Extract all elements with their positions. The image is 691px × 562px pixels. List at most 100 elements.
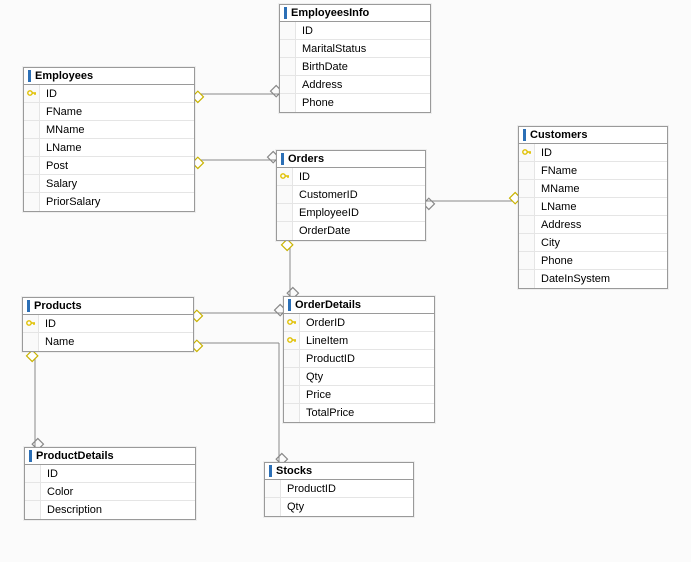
table-title: EmployeesInfo (291, 7, 369, 19)
key-cell-empty (24, 175, 40, 192)
table-column[interactable]: OrderDate (277, 222, 425, 240)
table-header[interactable]: Products (23, 298, 193, 315)
key-cell-empty (519, 234, 535, 251)
key-cell-empty (280, 22, 296, 39)
table-column[interactable]: EmployeeID (277, 204, 425, 222)
table-customers[interactable]: CustomersID FName MName LName Address City Pho… (518, 126, 668, 289)
column-label: CustomerID (299, 189, 358, 201)
table-column[interactable]: LineItem (284, 332, 434, 350)
key-cell-empty (284, 368, 300, 385)
table-column[interactable]: Qty (284, 368, 434, 386)
table-column[interactable]: BirthDate (280, 58, 430, 76)
primary-key-icon (277, 168, 293, 185)
table-column[interactable]: Address (519, 216, 667, 234)
table-header[interactable]: ProductDetails (25, 448, 195, 465)
key-cell-empty (277, 222, 293, 240)
table-header[interactable]: Stocks (265, 463, 413, 480)
table-column[interactable]: Phone (519, 252, 667, 270)
column-label: LineItem (306, 335, 348, 347)
key-cell-empty (519, 162, 535, 179)
column-label: FName (46, 106, 82, 118)
header-bar-icon (523, 129, 526, 141)
key-cell-empty (24, 121, 40, 138)
key-cell-empty (265, 480, 281, 497)
table-column[interactable]: ID (280, 22, 430, 40)
table-column[interactable]: Price (284, 386, 434, 404)
table-column[interactable]: City (519, 234, 667, 252)
column-label: ID (47, 468, 58, 480)
table-column[interactable]: Salary (24, 175, 194, 193)
table-column[interactable]: Phone (280, 94, 430, 112)
key-cell-empty (284, 386, 300, 403)
key-cell-empty (277, 186, 293, 203)
column-label: Phone (541, 255, 573, 267)
column-label: MName (46, 124, 85, 136)
table-header[interactable]: Customers (519, 127, 667, 144)
table-stocks[interactable]: StocksProductIDQty (264, 462, 414, 517)
table-header[interactable]: Employees (24, 68, 194, 85)
table-column[interactable]: MName (519, 180, 667, 198)
table-column[interactable]: Qty (265, 498, 413, 516)
header-bar-icon (269, 465, 272, 477)
column-label: ID (299, 171, 310, 183)
table-employees[interactable]: Employees ID FName MName LNamePostSalaryPrio… (23, 67, 195, 212)
key-cell-empty (519, 180, 535, 197)
column-label: DateInSystem (541, 273, 610, 285)
column-label: TotalPrice (306, 407, 354, 419)
table-column[interactable]: FName (24, 103, 194, 121)
table-column[interactable]: ProductID (284, 350, 434, 368)
column-label: OrderID (306, 317, 345, 329)
table-column[interactable]: TotalPrice (284, 404, 434, 422)
key-cell-empty (280, 94, 296, 112)
table-column[interactable]: FName (519, 162, 667, 180)
table-column[interactable]: ProductID (265, 480, 413, 498)
table-column[interactable]: CustomerID (277, 186, 425, 204)
table-column[interactable]: LName (24, 139, 194, 157)
table-productdetails[interactable]: ProductDetails ID ColorDescription (24, 447, 196, 520)
key-cell-empty (519, 252, 535, 269)
primary-key-icon (519, 144, 535, 161)
table-column[interactable]: MaritalStatus (280, 40, 430, 58)
table-column[interactable]: Description (25, 501, 195, 519)
column-label: MaritalStatus (302, 43, 366, 55)
column-label: Address (541, 219, 581, 231)
key-cell-empty (24, 139, 40, 156)
table-header[interactable]: OrderDetails (284, 297, 434, 314)
key-cell-empty (280, 40, 296, 57)
table-column[interactable]: ID (25, 465, 195, 483)
column-label: MName (541, 183, 580, 195)
table-employeesinfo[interactable]: EmployeesInfo ID MaritalStatus BirthDateAdd… (279, 4, 431, 113)
table-column[interactable]: ID (23, 315, 193, 333)
header-bar-icon (27, 300, 30, 312)
erd-canvas: EmployeesIDFNameMNameLNamePostSalaryPrio… (0, 0, 691, 562)
column-label: FName (541, 165, 577, 177)
table-header[interactable]: Orders (277, 151, 425, 168)
column-label: ID (46, 88, 57, 100)
table-orderdetails[interactable]: OrderDetails OrderID LineItem ProductID Qty P… (283, 296, 435, 423)
table-column[interactable]: LName (519, 198, 667, 216)
key-cell-empty (265, 498, 281, 516)
column-label: Phone (302, 97, 334, 109)
column-label: Qty (306, 371, 323, 383)
column-label: EmployeeID (299, 207, 359, 219)
key-cell-empty (23, 333, 39, 351)
table-column[interactable]: OrderID (284, 314, 434, 332)
table-products[interactable]: ProductsIDName (22, 297, 194, 352)
table-column[interactable]: Address (280, 76, 430, 94)
table-column[interactable]: Name (23, 333, 193, 351)
table-orders[interactable]: Orders ID CustomerID EmployeeID OrderDate (276, 150, 426, 241)
table-column[interactable]: ID (519, 144, 667, 162)
table-column[interactable]: Post (24, 157, 194, 175)
table-column[interactable]: DateInSystem (519, 270, 667, 288)
column-label: City (541, 237, 560, 249)
table-header[interactable]: EmployeesInfo (280, 5, 430, 22)
table-column[interactable]: MName (24, 121, 194, 139)
table-column[interactable]: PriorSalary (24, 193, 194, 211)
column-label: ProductID (306, 353, 355, 365)
table-column[interactable]: Color (25, 483, 195, 501)
key-cell-empty (284, 404, 300, 422)
key-cell-empty (519, 198, 535, 215)
key-cell-empty (24, 103, 40, 120)
table-column[interactable]: ID (277, 168, 425, 186)
table-column[interactable]: ID (24, 85, 194, 103)
